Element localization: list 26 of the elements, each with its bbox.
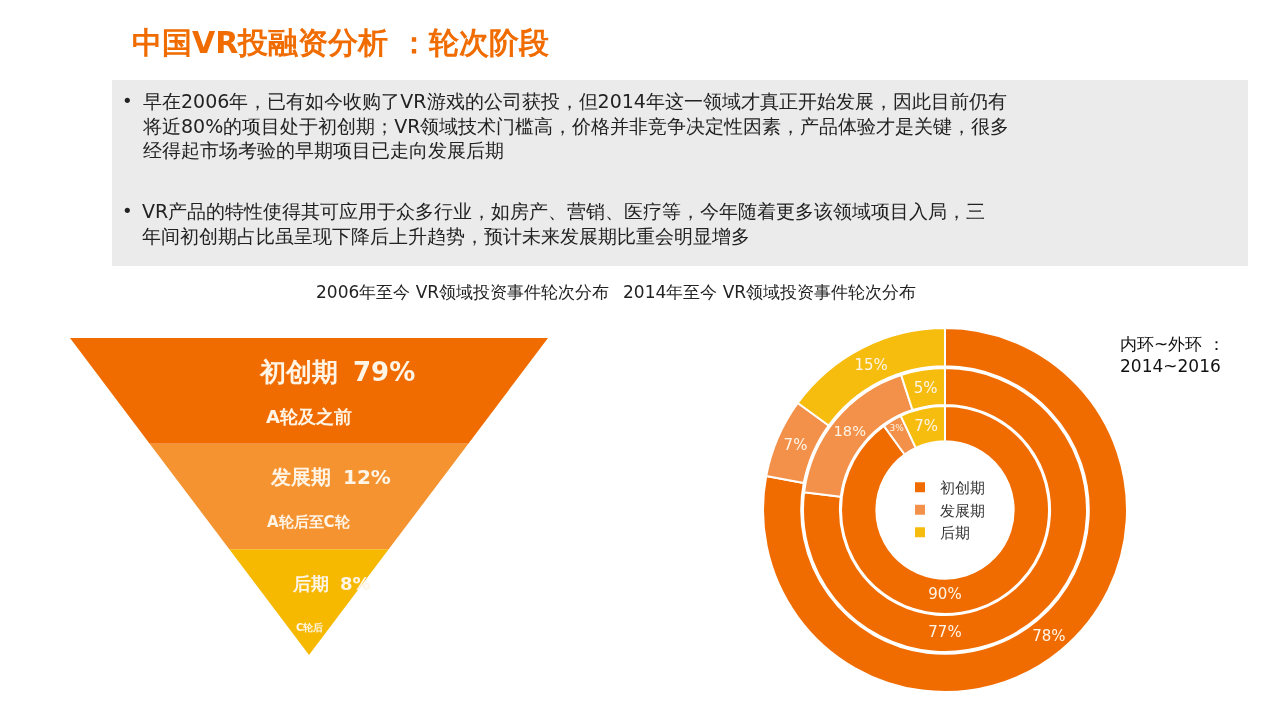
data-label: 3% [889,423,905,434]
data-label: 90% [928,585,962,604]
data-label: 78% [1032,626,1066,645]
data-label: 79% [353,357,416,387]
data-label: 77% [928,622,962,641]
data-label: 7% [783,436,808,455]
text: • 早在2006年，已有如今收购了VR游戏的公司获投，但2014年这一领域才真正开始发展，因此目前仍有将近80%的项目处于初创期；VR领域技术门槛高，价格并非竞争决定性因素，产品体验才是关键，很多经得起市场考验的早期项目已走向发展后期 [122,90,1010,162]
text: 内环~外环 ： 2014~2016 [1120,334,1225,377]
category-label: 后期 [292,573,329,594]
text: 2006年至今 VR领域投资事件轮次分布 [316,282,610,302]
text: A轮及之前 [266,406,352,427]
legend-label: 发展期 [940,501,985,520]
data-label: 12% [343,465,391,489]
category-label: 发展期 [270,465,331,489]
text: 中国VR投融资分析 ：轮次阶段 [132,25,549,60]
chart-title: 2014年至今 VR领域投资事件轮次分布 [623,282,917,302]
data-label: 7% [914,416,939,435]
text: A轮后至C轮 [267,513,351,531]
text: • VR产品的特性使得其可应用于众多行业，如房产、营销、医疗等，今年随着更多该领域项目入局，三年间初创期占比虽呈现下降后上升趋势，预计未来发展期比重会明显增多 [122,200,986,247]
legend-label: 初创期 [940,479,985,498]
legend-label: 后期 [940,524,970,543]
data-label: 18% [833,422,867,440]
data-label: 15% [854,355,888,374]
category-label: 初创期 [259,357,338,387]
text: C轮后 [296,622,324,633]
data-label: 5% [913,378,938,397]
